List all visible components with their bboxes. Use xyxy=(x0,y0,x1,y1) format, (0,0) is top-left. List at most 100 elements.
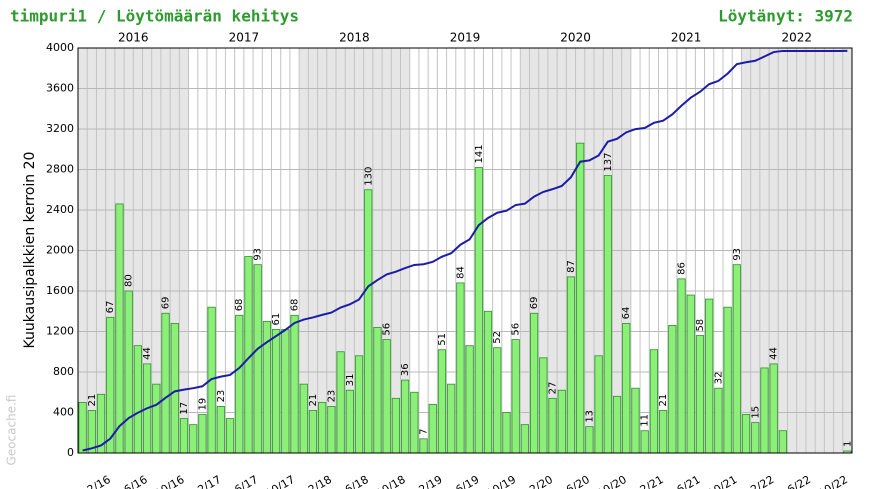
bar xyxy=(299,383,308,454)
year-label: 2016 xyxy=(118,31,149,45)
bar xyxy=(677,278,686,454)
bar xyxy=(419,438,428,454)
bar xyxy=(474,167,483,454)
bar xyxy=(106,316,115,454)
bar xyxy=(465,345,474,454)
y-axis-title: Kuukausipalkkien kerroin 20 xyxy=(22,152,38,349)
value-label: 61 xyxy=(271,313,282,326)
value-label: 27 xyxy=(548,382,559,395)
y-tick-label: 2400 xyxy=(46,203,74,216)
bar xyxy=(133,345,142,454)
value-label: 87 xyxy=(566,260,577,273)
bar xyxy=(290,314,299,454)
bar xyxy=(483,310,493,454)
y-tick-label: 1600 xyxy=(46,284,74,297)
bar xyxy=(428,403,437,454)
bar xyxy=(594,355,603,454)
bar xyxy=(124,290,133,454)
found-count: Löytänyt: 3972 xyxy=(718,7,853,26)
value-label: 86 xyxy=(677,262,688,275)
bar xyxy=(391,397,400,454)
value-label: 68 xyxy=(234,299,245,312)
bar xyxy=(585,426,594,454)
bar xyxy=(760,367,769,454)
year-label: 2021 xyxy=(671,31,702,45)
value-label: 130 xyxy=(363,167,374,186)
value-label: 13 xyxy=(584,410,595,423)
bar xyxy=(603,175,612,454)
value-label: 56 xyxy=(511,323,522,336)
plot-frame xyxy=(77,47,853,454)
value-label: 68 xyxy=(290,299,301,312)
value-label: 69 xyxy=(161,297,172,310)
bar xyxy=(705,298,714,454)
value-label: 44 xyxy=(142,347,153,360)
bar xyxy=(511,339,520,454)
y-tick-label: 2000 xyxy=(46,244,74,257)
bar xyxy=(566,276,576,454)
bar xyxy=(612,395,622,454)
value-label: 69 xyxy=(529,297,540,310)
value-label: 52 xyxy=(492,331,503,344)
value-label: 15 xyxy=(750,406,761,419)
plot-area: 2016 2017 2018 2019 2020 2021 2022 0 400 800 1200 1… xyxy=(46,31,853,489)
bar xyxy=(318,401,327,454)
y-tick-label: 800 xyxy=(53,365,74,378)
value-label: 31 xyxy=(345,373,356,386)
bar xyxy=(354,355,364,454)
bar xyxy=(686,294,695,454)
bar xyxy=(456,282,465,454)
value-label: 80 xyxy=(124,274,135,287)
bar xyxy=(189,424,198,454)
year-label: 2019 xyxy=(450,31,481,45)
bar xyxy=(493,347,502,454)
y-tick-label: 3600 xyxy=(46,82,74,95)
cumulative-line xyxy=(82,49,848,452)
value-label: 21 xyxy=(308,394,319,407)
value-label: 19 xyxy=(197,398,208,411)
y-tick-label: 4000 xyxy=(46,41,74,54)
value-label: 1 xyxy=(842,441,853,447)
bar xyxy=(216,406,225,454)
bar xyxy=(235,314,244,454)
value-label: 7 xyxy=(419,428,430,434)
bar xyxy=(253,264,262,454)
bar xyxy=(382,339,391,454)
value-label: 67 xyxy=(105,301,116,314)
value-label: 36 xyxy=(400,363,411,376)
bar xyxy=(152,383,161,454)
bar xyxy=(723,306,732,454)
bar xyxy=(548,397,557,454)
value-label: 93 xyxy=(732,248,743,261)
value-label: 56 xyxy=(382,323,393,336)
bar xyxy=(640,430,649,454)
bar xyxy=(741,414,751,454)
value-label: 17 xyxy=(179,402,190,415)
bar xyxy=(364,189,373,454)
year-label: 2022 xyxy=(781,31,812,45)
value-label: 23 xyxy=(216,390,227,403)
bar xyxy=(659,410,668,454)
bar xyxy=(170,322,179,454)
bar xyxy=(769,363,778,454)
bar xyxy=(520,424,529,454)
bar xyxy=(649,349,658,454)
watermark: Geocache.fi xyxy=(5,395,19,466)
bar xyxy=(437,349,447,454)
bar xyxy=(373,327,382,454)
value-label: 23 xyxy=(326,390,337,403)
value-label: 32 xyxy=(713,371,724,384)
value-label: 21 xyxy=(658,394,669,407)
bar xyxy=(668,325,677,454)
bar xyxy=(78,401,87,454)
bar xyxy=(327,406,336,454)
bar xyxy=(336,351,345,454)
value-label: 58 xyxy=(695,319,706,332)
bar xyxy=(622,322,631,454)
bar xyxy=(281,329,290,454)
value-label: 21 xyxy=(87,394,98,407)
bar xyxy=(751,422,760,454)
bar xyxy=(410,391,419,454)
bar xyxy=(308,410,318,454)
